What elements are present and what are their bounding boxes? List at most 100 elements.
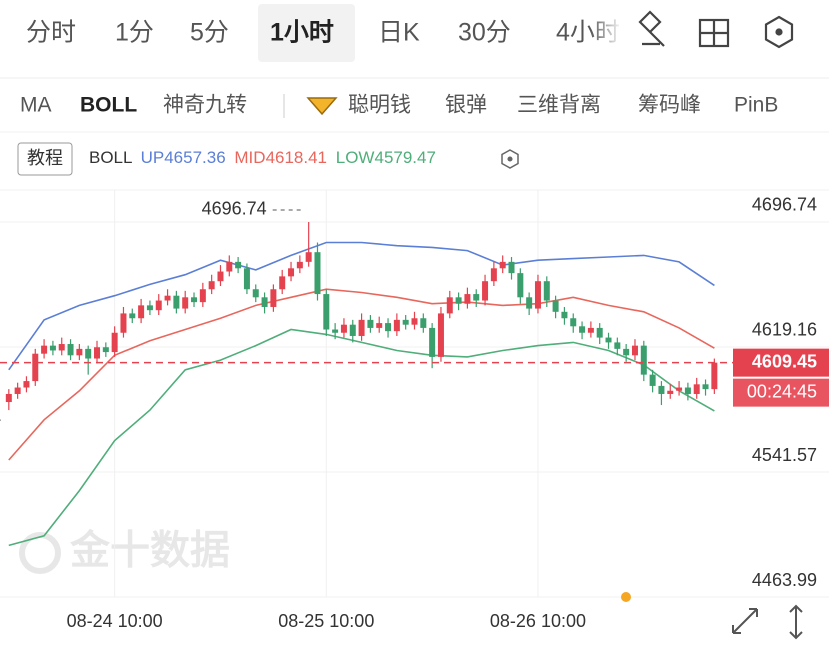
candle-body	[587, 327, 594, 333]
candle-body	[376, 323, 383, 328]
candle-body	[596, 327, 603, 338]
candle-body	[49, 345, 56, 351]
layout-icon[interactable]	[698, 18, 730, 48]
band-line	[8, 241, 715, 371]
candle-body	[102, 347, 109, 353]
candle-body	[296, 261, 303, 269]
candle-body	[420, 318, 427, 328]
legend-value: 4618.41	[266, 148, 327, 167]
candle-body	[614, 342, 621, 349]
candle-body	[490, 268, 497, 282]
candle-body	[182, 297, 189, 309]
tab-selected[interactable]: 1小时	[270, 19, 334, 47]
indicator[interactable]: 筹码峰	[638, 94, 701, 117]
candle-body	[702, 384, 709, 390]
candle-body	[385, 323, 392, 332]
candle-body	[138, 305, 145, 319]
tutorial-box[interactable]	[17, 142, 73, 176]
indicator-selected[interactable]: BOLL	[80, 94, 137, 117]
expand-icon[interactable]	[789, 604, 803, 640]
candle-body	[67, 344, 74, 356]
candle-body	[314, 252, 321, 295]
candle-body	[332, 329, 339, 333]
candle-body	[164, 295, 171, 301]
tab[interactable]: 分时	[26, 19, 76, 47]
candle-body	[446, 297, 453, 314]
candle-body	[393, 319, 400, 332]
indicator-name: BOLL	[89, 148, 132, 167]
candle-body	[499, 261, 506, 269]
indicator[interactable]: 神奇九转	[163, 94, 247, 117]
legend-value: 4657.36	[164, 148, 225, 167]
settings-icon[interactable]	[764, 15, 794, 49]
candle-body	[508, 261, 515, 274]
candle-body	[191, 297, 198, 303]
countdown: 00:24:45	[747, 381, 817, 401]
candle-body	[340, 324, 347, 333]
candle-body	[288, 268, 295, 277]
candle-body	[455, 297, 462, 304]
candle-body	[667, 390, 674, 394]
candle-body	[693, 384, 700, 394]
candle-body	[552, 300, 559, 312]
indicator[interactable]: 三维背离	[517, 94, 601, 117]
tutorial-button[interactable]: 教程	[27, 148, 63, 168]
candle-body	[58, 344, 65, 351]
candle-body	[676, 387, 683, 391]
y-tick-label: 4463.99	[752, 570, 817, 590]
legend-value: 4579.47	[374, 148, 435, 167]
candle-body	[658, 385, 665, 394]
candle-body	[367, 319, 374, 328]
candle-body	[14, 387, 21, 394]
candle-body	[146, 305, 153, 311]
candle-body	[270, 289, 277, 307]
candle-body	[561, 311, 568, 319]
x-tick-label: 08-25 10:00	[278, 611, 374, 631]
legend-up: UP4657.36	[141, 148, 226, 167]
tab[interactable]: 1分	[115, 19, 154, 47]
candle-body	[129, 313, 136, 319]
candle-body	[208, 281, 215, 290]
candle-body	[534, 281, 541, 309]
candle-body	[235, 261, 242, 269]
fullscreen-icon[interactable]	[732, 608, 758, 634]
candle-body	[5, 393, 12, 403]
vip-icon	[306, 97, 338, 116]
candle-body	[32, 353, 39, 382]
high-label: 4696.74	[202, 199, 267, 219]
indicator[interactable]: PinB	[734, 94, 778, 117]
indicator[interactable]: 聪明钱	[348, 94, 411, 117]
band-line	[8, 288, 715, 461]
x-tick-label: 08-24 10:00	[67, 611, 163, 631]
candle-body	[305, 252, 312, 262]
candle-body	[437, 313, 444, 357]
draw-tool-icon[interactable]	[638, 10, 665, 47]
legend: BOLL UP4657.36 MID4618.41 LOW4579.47	[89, 148, 436, 167]
tab[interactable]: 日K	[378, 19, 420, 47]
candle-body	[199, 289, 206, 303]
legend-mid: MID4618.41	[234, 148, 327, 167]
tab[interactable]: 30分	[458, 19, 511, 47]
y-tick-label: 4619.16	[752, 320, 817, 340]
candle-body	[111, 332, 118, 353]
band-line	[8, 328, 715, 547]
candle-body	[279, 276, 286, 290]
candle-body	[23, 381, 30, 388]
candle-body	[94, 347, 101, 359]
tab-selected-bg	[258, 4, 355, 62]
candle-body	[684, 387, 691, 394]
candle-body	[155, 300, 162, 311]
last-price-tag	[733, 348, 829, 377]
candle-body	[640, 345, 647, 375]
y-tick-label: 4541.57	[752, 445, 817, 465]
candle-body	[526, 297, 533, 309]
x-tick-label: 08-26 10:00	[490, 611, 586, 631]
indicator[interactable]: MA	[20, 94, 52, 117]
legend-settings-icon[interactable]	[501, 149, 519, 169]
candle-body	[517, 273, 524, 298]
tab[interactable]: 5分	[190, 19, 229, 47]
event-marker[interactable]	[621, 592, 631, 602]
indicator[interactable]: 银弹	[445, 94, 487, 117]
